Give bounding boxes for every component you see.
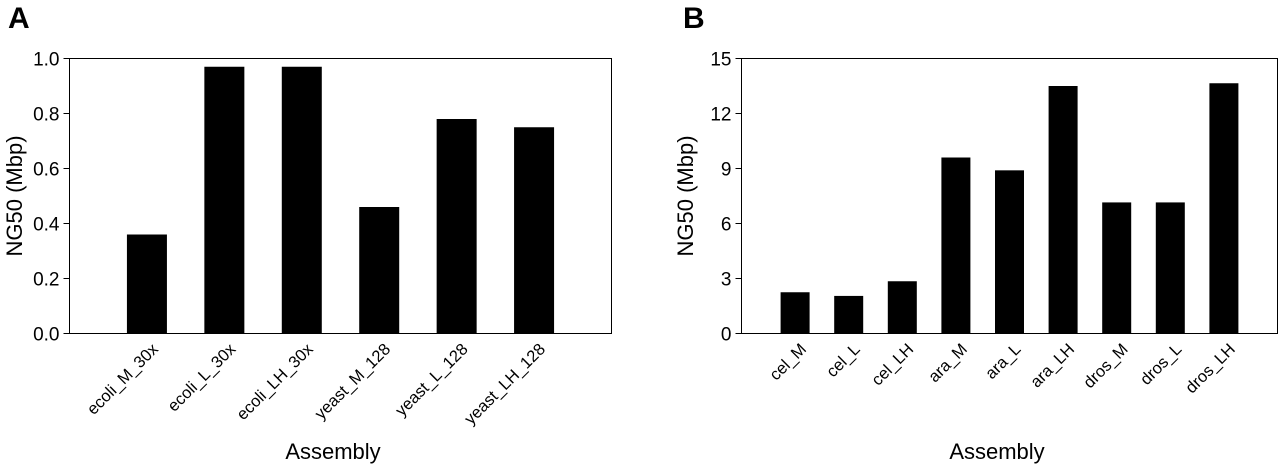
bar-cel_LH bbox=[887, 281, 917, 334]
bar-ecoli_M_30x bbox=[126, 234, 167, 334]
y-tick-label: 12 bbox=[710, 105, 731, 126]
bar-yeast_LH_128 bbox=[514, 127, 555, 334]
bar-cel_M bbox=[780, 292, 810, 334]
panel-letter-a: A bbox=[8, 2, 30, 35]
bar-dros_L bbox=[1155, 202, 1185, 334]
x-tick-label: dros_M bbox=[1080, 340, 1132, 392]
x-tick-label: yeast_M_128 bbox=[311, 340, 394, 423]
x-tick-labels-a: ecoli_M_30x ecoli_L_30xecoli_LH_30xyeast_… bbox=[84, 340, 549, 429]
y-tick-label: 15 bbox=[710, 50, 731, 71]
x-tick-label: cel_M bbox=[766, 340, 810, 384]
y-ticks-b: 0 3 6 9 12 15 bbox=[710, 50, 742, 346]
bar-ecoli_L_30x bbox=[204, 66, 245, 334]
x-tick-label: ara_L bbox=[982, 340, 1025, 383]
y-axis-title-a: NG50 (Mbp) bbox=[2, 135, 27, 256]
y-tick-label: 0.6 bbox=[33, 160, 59, 181]
y-axis-title-b: NG50 (Mbp) bbox=[673, 135, 698, 256]
bar-dros_LH bbox=[1209, 83, 1239, 334]
bar-cel_L bbox=[834, 295, 864, 334]
y-tick-label: 3 bbox=[721, 270, 732, 291]
bar-yeast_L_128 bbox=[436, 119, 477, 334]
y-tick-label: 1.0 bbox=[33, 50, 59, 71]
panel-letter-b: B bbox=[683, 2, 705, 35]
bar-ara_M bbox=[941, 157, 971, 334]
x-tick-label: yeast_LH_128 bbox=[461, 340, 549, 428]
bar-ara_L bbox=[995, 170, 1024, 334]
x-tick-label: ecoli_LH_30x bbox=[233, 340, 317, 424]
bar-dros_M bbox=[1102, 202, 1132, 334]
x-axis-title-a: Assembly bbox=[285, 439, 380, 464]
x-axis-title-b: Assembly bbox=[949, 439, 1044, 464]
x-tick-label: dros_L bbox=[1137, 340, 1185, 388]
bar-ara_LH bbox=[1048, 86, 1078, 334]
y-ticks-a: 0.0 0.2 0.4 0.6 0.8 1.0 bbox=[33, 50, 70, 346]
x-tick-label: ara_M bbox=[925, 340, 971, 386]
y-tick-label: 0 bbox=[721, 325, 732, 346]
y-tick-label: 9 bbox=[721, 160, 732, 181]
chart-panel-b: B 0 3 6 9 12 15 cel_M cel_L cel_LH ara_M ara_L ara… bbox=[673, 2, 1278, 464]
x-tick-label: cel_L bbox=[823, 340, 864, 381]
y-tick-label: 0.0 bbox=[33, 325, 59, 346]
y-tick-label: 0.8 bbox=[33, 105, 59, 126]
bar-ecoli_LH_30x bbox=[281, 66, 322, 334]
x-tick-label: dros_LH bbox=[1182, 340, 1239, 397]
y-tick-label: 0.2 bbox=[33, 270, 59, 291]
bars-b bbox=[780, 83, 1239, 334]
y-tick-label: 0.4 bbox=[33, 215, 60, 236]
x-tick-label: ecoli_M_30x bbox=[84, 340, 163, 419]
x-tick-label: yeast_L_128 bbox=[392, 340, 472, 420]
x-tick-label: cel_LH bbox=[868, 340, 917, 389]
x-tick-label: ara_LH bbox=[1027, 340, 1078, 391]
plot-frame-a bbox=[69, 58, 612, 334]
bar-yeast_M_128 bbox=[359, 207, 400, 334]
x-tick-label: ecoli_L_30x bbox=[164, 340, 240, 416]
y-tick-label: 6 bbox=[721, 215, 732, 236]
chart-panel-a: A 0.0 0.2 0.4 0.6 0.8 1.0 ecoli_M_30x ecoli_L_… bbox=[2, 2, 612, 464]
x-tick-labels-b: cel_M cel_L cel_LH ara_M ara_L ara_LH dros_M dr… bbox=[766, 340, 1239, 397]
bars-a bbox=[126, 66, 555, 334]
